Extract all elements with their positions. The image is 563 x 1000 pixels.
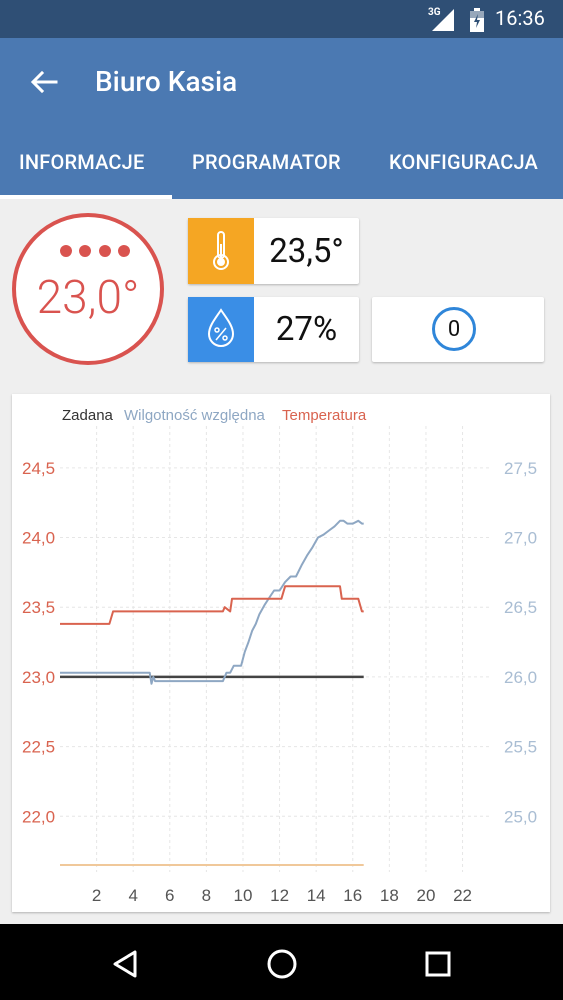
indicator-dots: [60, 245, 130, 259]
counter-badge: 0: [432, 307, 476, 351]
tab-bar: INFORMACJE PROGRAMATOR KONFIGURACJA: [0, 136, 563, 199]
x-tick-label: 20: [416, 886, 435, 905]
y-right-tick-label: 26,0: [504, 668, 537, 687]
y-left-tick-label: 23,0: [22, 668, 55, 687]
x-tick-label: 4: [128, 886, 137, 905]
tab-programator[interactable]: PROGRAMATOR: [192, 150, 341, 174]
x-tick-label: 6: [165, 886, 174, 905]
y-right-tick-label: 26,5: [504, 598, 537, 617]
y-right-tick-label: 27,5: [504, 459, 537, 478]
x-tick-label: 16: [343, 886, 362, 905]
humidity-value: 27%: [275, 310, 338, 349]
y-left-tick-label: 24,5: [22, 459, 55, 478]
network-type: 3G: [428, 7, 441, 18]
x-tick-label: 10: [234, 886, 253, 905]
x-tick-label: 14: [307, 886, 326, 905]
y-left-tick-label: 24,0: [22, 529, 55, 548]
legend-entry: Temperatura: [282, 407, 367, 424]
x-tick-label: 2: [92, 886, 101, 905]
indicator-dot: [79, 245, 92, 257]
tab-informacje[interactable]: INFORMACJE: [19, 150, 145, 174]
indicator-dot: [117, 245, 130, 257]
temperature-icon-box: [188, 218, 254, 284]
humidity-icon-box: [188, 297, 254, 362]
tab-indicator: [0, 195, 172, 199]
series-line-2: [60, 585, 364, 625]
thermostat-dial[interactable]: 23,0°: [12, 213, 164, 365]
y-left-tick-label: 22,0: [22, 807, 55, 826]
app-bar: Biuro Kasia INFORMACJE PROGRAMATOR KONFI…: [0, 38, 563, 199]
y-right-tick-label: 27,0: [504, 529, 537, 548]
counter-card[interactable]: 0: [372, 297, 544, 362]
set-temperature: 23,0°: [36, 271, 140, 325]
series-line-1: [60, 519, 364, 685]
signal-icon: [432, 9, 454, 31]
chart-card: 24,5 24,0 23,5 23,0 22,5 22,0 27,5 27,0 26,5 26,0…: [12, 394, 550, 912]
nav-back-icon[interactable]: [106, 944, 146, 984]
thermometer-icon: [213, 231, 229, 270]
humidity-card: 27%: [188, 297, 359, 362]
y-right-tick-label: 25,5: [504, 738, 537, 757]
navigation-bar: [0, 924, 563, 1000]
y-left-tick-label: 23,5: [22, 598, 55, 617]
x-tick-label: 12: [270, 886, 289, 905]
indicator-dot: [60, 245, 72, 257]
x-tick-label: 18: [380, 886, 399, 905]
legend-entry: Wilgotność względna: [124, 407, 266, 424]
x-tick-label: 8: [202, 886, 211, 905]
nav-recents-icon[interactable]: [418, 944, 458, 984]
x-tick-label: 22: [453, 886, 472, 905]
status-bar: 3G 16:36: [0, 0, 563, 38]
humidity-drop-icon: [207, 308, 235, 347]
indicator-dot: [98, 245, 111, 257]
y-left-tick-label: 22,5: [22, 738, 55, 757]
battery-icon: [470, 8, 484, 32]
nav-home-icon[interactable]: [262, 944, 302, 984]
tab-konfiguracja[interactable]: KONFIGURACJA: [389, 150, 539, 174]
page-title: Biuro Kasia: [95, 65, 238, 98]
temperature-value: 23,5°: [269, 231, 344, 271]
y-right-tick-label: 25,0: [504, 807, 537, 826]
legend-entry: Zadana: [62, 407, 114, 424]
history-chart: 24,5 24,0 23,5 23,0 22,5 22,0 27,5 27,0 26,5 26,0…: [22, 407, 537, 905]
clock: 16:36: [495, 6, 545, 30]
temperature-card: 23,5°: [188, 218, 359, 284]
arrow-back-icon[interactable]: [28, 66, 60, 98]
